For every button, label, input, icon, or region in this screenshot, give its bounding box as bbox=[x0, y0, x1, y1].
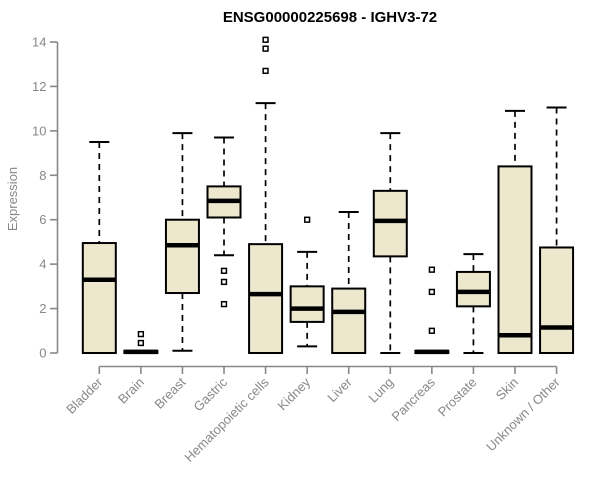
outlier-point bbox=[428, 288, 436, 296]
y-tick-label: 6 bbox=[39, 212, 46, 227]
x-tick-label: Kidney bbox=[275, 374, 314, 413]
box-hematopoietic-cells bbox=[248, 243, 284, 354]
box-kidney bbox=[289, 285, 325, 323]
outlier-point bbox=[220, 278, 228, 286]
x-tick-label: Liver bbox=[324, 374, 355, 405]
outlier-point bbox=[137, 339, 145, 347]
outlier-point bbox=[428, 266, 436, 273]
box-unknown-other bbox=[539, 246, 575, 355]
y-tick-label: 2 bbox=[39, 301, 46, 316]
y-tick-label: 0 bbox=[39, 346, 46, 361]
outlier-point bbox=[262, 45, 269, 52]
x-tick-label: Lung bbox=[365, 375, 396, 406]
y-tick-label: 8 bbox=[39, 168, 46, 183]
box-breast bbox=[164, 218, 200, 295]
box-lung bbox=[372, 189, 408, 258]
box-liver bbox=[331, 287, 367, 355]
x-tick-label: Unknown / Other bbox=[483, 374, 563, 454]
x-tick-label: Skin bbox=[493, 375, 521, 403]
outlier-point bbox=[428, 327, 436, 334]
y-tick-label: 10 bbox=[32, 123, 46, 138]
x-tick-label: Breast bbox=[151, 374, 188, 411]
outlier-point bbox=[137, 330, 145, 338]
box-prostate bbox=[455, 270, 491, 308]
outlier-point bbox=[220, 267, 228, 274]
box-skin bbox=[497, 165, 533, 354]
box-bladder bbox=[81, 242, 117, 355]
y-tick-label: 12 bbox=[32, 79, 46, 94]
x-tick-label: Gastric bbox=[190, 374, 230, 414]
chart-title: ENSG00000225698 - IGHV3-72 bbox=[222, 9, 438, 26]
outlier-point bbox=[262, 36, 269, 43]
x-tick-label: Bladder bbox=[63, 374, 106, 417]
x-tick-label: Pancreas bbox=[389, 374, 439, 424]
x-tick-label: Prostate bbox=[435, 375, 480, 420]
outlier-point bbox=[220, 300, 228, 308]
outlier-point bbox=[304, 216, 311, 223]
x-tick-label: Brain bbox=[115, 375, 147, 407]
outlier-point bbox=[262, 67, 269, 75]
y-tick-label: 14 bbox=[32, 35, 46, 50]
y-tick-label: 4 bbox=[39, 257, 46, 272]
